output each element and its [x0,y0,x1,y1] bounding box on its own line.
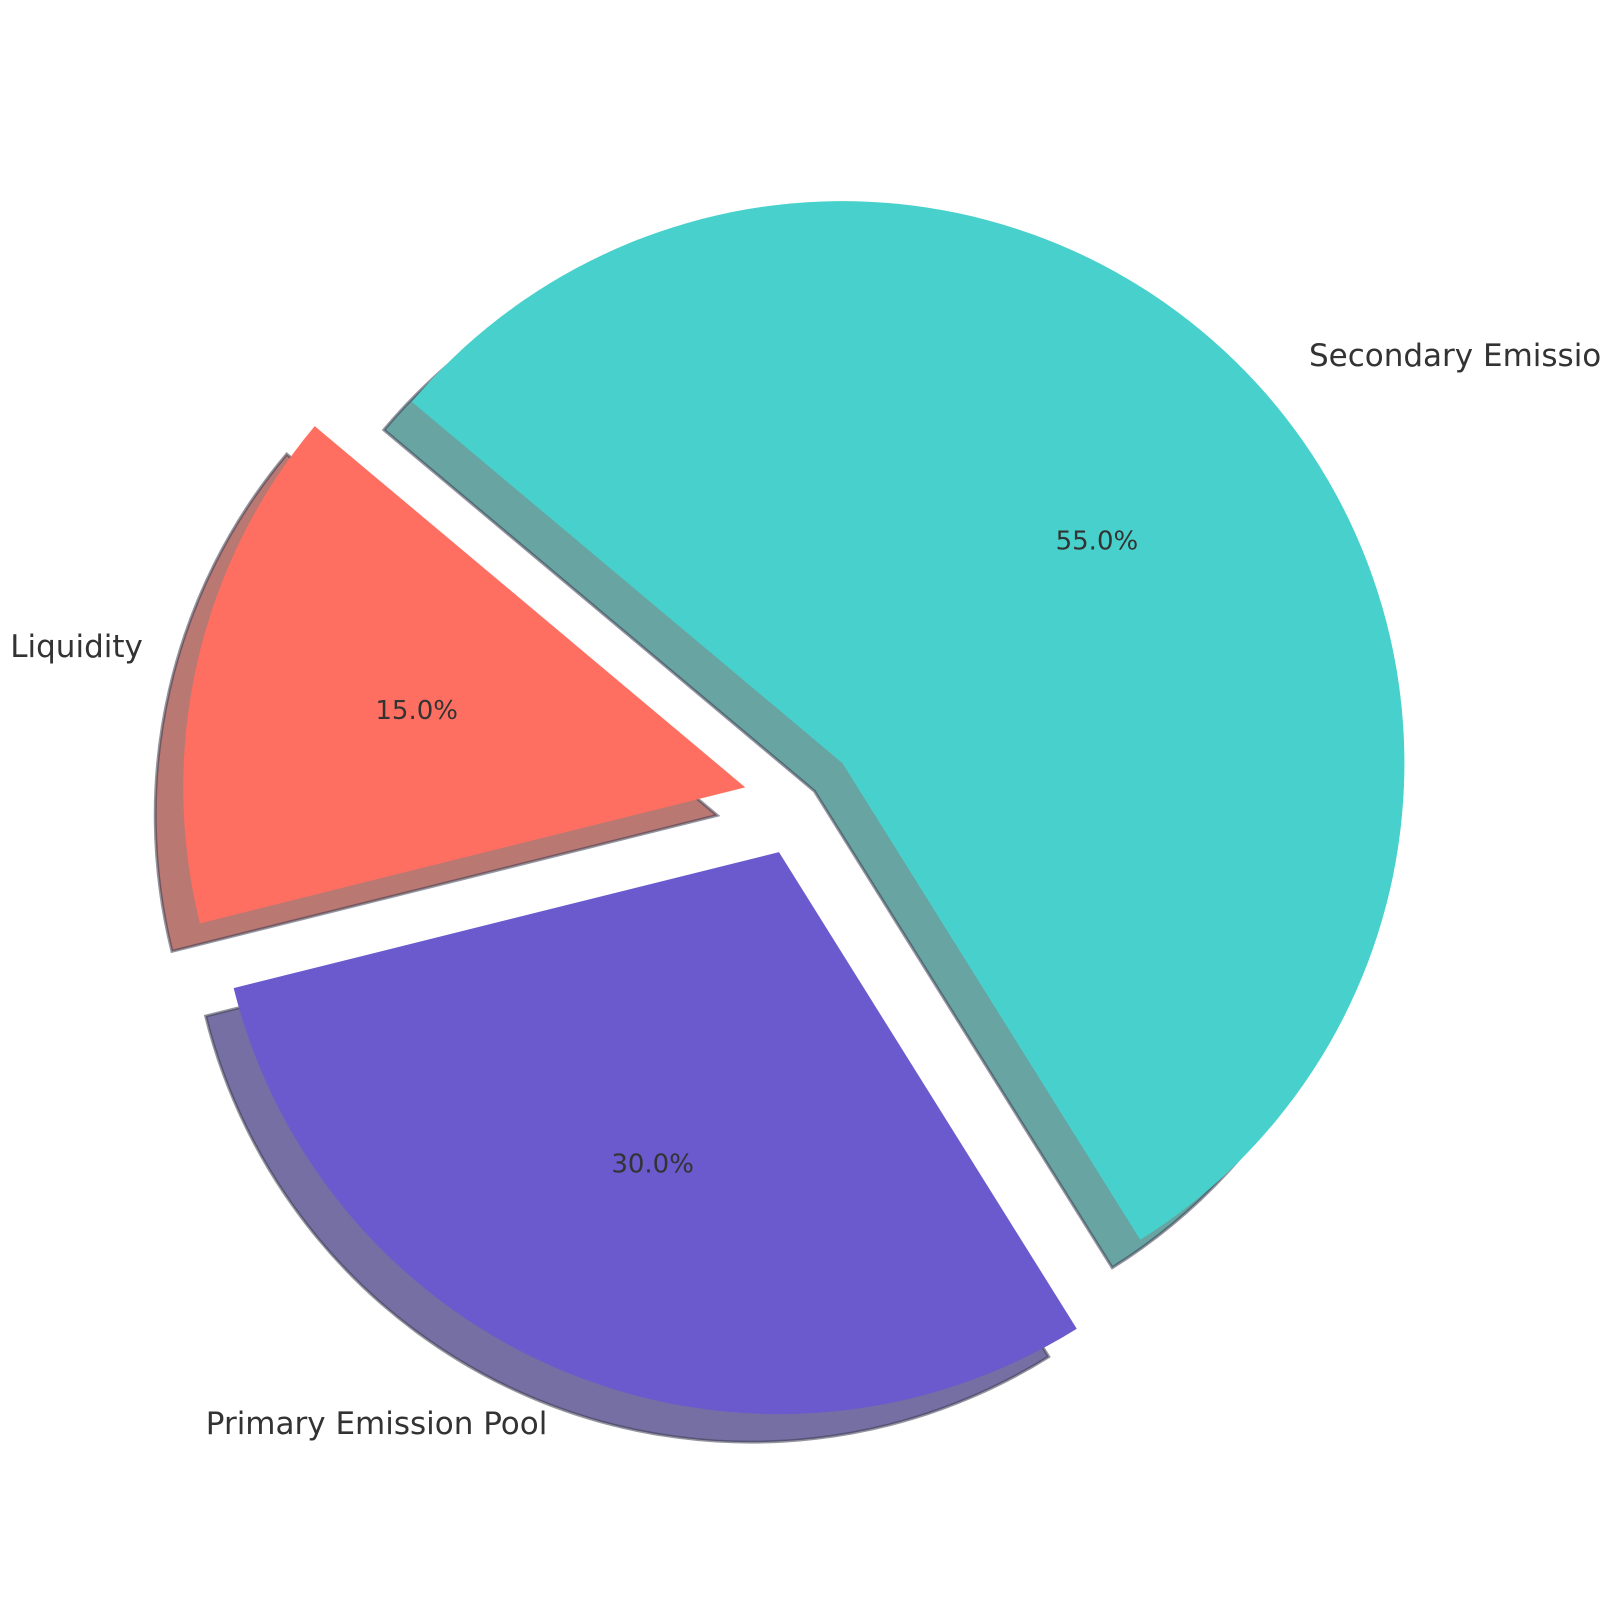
category-label-liquidity: Liquidity [10,629,143,665]
pie-labels: 15.0% Liquidity 30.0% Primary Emission Pool… [10,338,1600,1442]
pie-slice-secondary-emission [411,201,1405,1240]
pct-label-secondary-emission: 55.0% [1056,526,1139,556]
pie-slice-liquidity [183,426,746,924]
pie-slice-primary-emission-pool [233,852,1077,1415]
pct-label-liquidity: 15.0% [375,696,458,726]
category-label-secondary-emission: Secondary Emission [1309,338,1600,374]
pie-slices [183,201,1405,1415]
category-label-primary-emission-pool: Primary Emission Pool [206,1406,548,1442]
pct-label-primary-emission-pool: 30.0% [611,1149,694,1179]
